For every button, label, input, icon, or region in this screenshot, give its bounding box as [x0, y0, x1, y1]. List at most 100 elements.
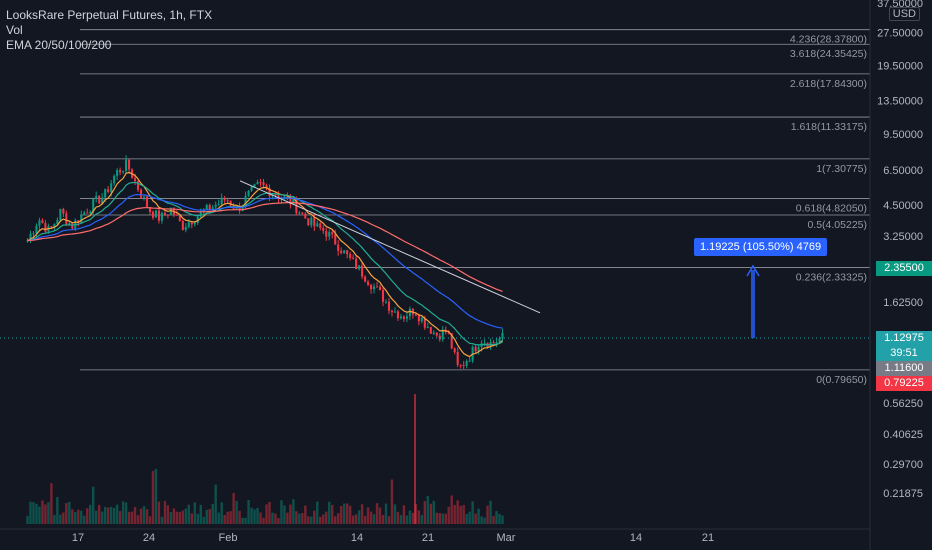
volume-bar-129	[411, 512, 415, 524]
volume-bar-87	[286, 512, 289, 524]
volume-bar-137	[435, 512, 438, 524]
candle-body-40	[145, 196, 149, 208]
candle-body-159	[501, 332, 504, 339]
candle-body-6	[44, 223, 47, 232]
volume-bar-1	[29, 501, 32, 524]
volume-bar-3	[35, 503, 38, 524]
candle-body-124	[396, 311, 399, 319]
candle-body-112	[361, 265, 364, 277]
candle-body-136	[432, 332, 435, 334]
candle-body-106	[343, 250, 346, 254]
volume-bar-46	[163, 500, 167, 524]
volume-bar-17	[77, 509, 80, 524]
volume-bar-2	[32, 502, 35, 524]
candle-body-50	[175, 214, 178, 216]
candle-body-8	[50, 226, 53, 228]
candle-body-148	[468, 360, 471, 362]
volume-bar-109	[351, 515, 355, 524]
candle-body-126	[402, 316, 405, 319]
volume-bar-13	[65, 503, 68, 524]
volume-bar-8	[50, 483, 53, 524]
volume-bar-71	[238, 510, 241, 524]
time-tick-6: 14	[630, 532, 642, 544]
volume-bar-113	[363, 515, 367, 524]
currency-label[interactable]: USD	[888, 7, 920, 21]
volume-bar-154	[486, 505, 489, 524]
volume-bar-85	[280, 500, 283, 524]
volume-bar-156	[492, 516, 495, 524]
volume-bar-21	[89, 504, 92, 524]
candle-body-79	[262, 182, 265, 186]
volume-bar-118	[378, 507, 382, 524]
volume-bar-149	[471, 501, 474, 524]
volume-bar-5	[41, 500, 44, 524]
volume-bar-63	[214, 484, 217, 524]
fib-label-6: 0.5(4.05225)	[807, 219, 867, 231]
volume-bar-90	[295, 511, 298, 524]
candle-body-3	[35, 225, 38, 234]
candle-body-98	[319, 223, 322, 229]
candle-body-130	[414, 314, 417, 316]
volume-bar-34	[127, 511, 131, 524]
last-price-tag: 1.12975	[876, 331, 932, 346]
volume-bar-41	[148, 516, 152, 524]
volume-bar-33	[124, 502, 128, 524]
candle-body-42	[151, 211, 155, 218]
volume-bar-15	[71, 509, 74, 524]
candle-body-122	[390, 310, 394, 313]
volume-bar-82	[271, 512, 274, 524]
volume-bar-50	[175, 511, 179, 524]
candle-body-77	[256, 182, 259, 185]
candle-body-23	[95, 195, 98, 199]
volume-bar-93	[304, 505, 307, 524]
measure-label: 1.19225 (105.50%) 4769	[694, 238, 828, 256]
volume-bar-101	[328, 501, 331, 524]
candle-body-15	[71, 223, 74, 229]
candle-body-117	[375, 286, 379, 288]
volume-bar-25	[100, 511, 104, 524]
volume-bar-122	[390, 479, 394, 524]
volume-bar-150	[474, 513, 477, 524]
candle-body-66	[223, 197, 226, 201]
volume-bar-16	[74, 512, 77, 524]
price-tick-5: 6.50000	[883, 165, 923, 177]
volume-bar-6	[44, 504, 47, 524]
candle-body-114	[367, 281, 370, 285]
trendline	[239, 180, 541, 314]
volume-bar-159	[501, 515, 504, 524]
candle-body-29	[113, 175, 116, 184]
volume-bar-116	[372, 514, 376, 524]
volume-bar-64	[217, 512, 220, 524]
volume-bar-83	[274, 513, 277, 524]
volume-bar-105	[339, 506, 343, 524]
candle-body-139	[441, 329, 444, 340]
candle-body-11	[59, 208, 62, 221]
fib-label-0: 4.236(28.37800)	[790, 34, 867, 46]
volume-legend[interactable]: Vol	[6, 23, 23, 37]
candle-body-95	[310, 217, 313, 226]
time-tick-5: Mar	[497, 532, 516, 544]
volume-bars	[26, 394, 504, 524]
countdown-tag: 39:51	[876, 346, 932, 361]
volume-bar-108	[348, 505, 352, 524]
symbol-title[interactable]: LooksRare Perpetual Futures, 1h, FTX	[6, 8, 213, 22]
time-tick-1: 24	[143, 532, 155, 544]
candle-body-54	[187, 222, 190, 227]
volume-bar-121	[387, 516, 391, 524]
candle-body-147	[465, 361, 468, 366]
candle-body-13	[65, 213, 68, 225]
ema-legend[interactable]: EMA 20/50/100/200	[6, 38, 112, 52]
candle-body-0	[26, 240, 29, 242]
candle-body-78	[259, 182, 262, 184]
volume-bar-67	[226, 511, 229, 524]
candle-body-81	[268, 188, 271, 197]
volume-bar-4	[38, 506, 41, 524]
candle-body-100	[325, 230, 328, 237]
low-price-tag: 0.79225	[876, 376, 932, 391]
candle-body-62	[211, 207, 214, 211]
price-tick-15: 0.29700	[883, 459, 923, 471]
volume-bar-77	[256, 507, 259, 524]
volume-bar-134	[426, 495, 430, 524]
candle-body-27	[107, 189, 110, 192]
